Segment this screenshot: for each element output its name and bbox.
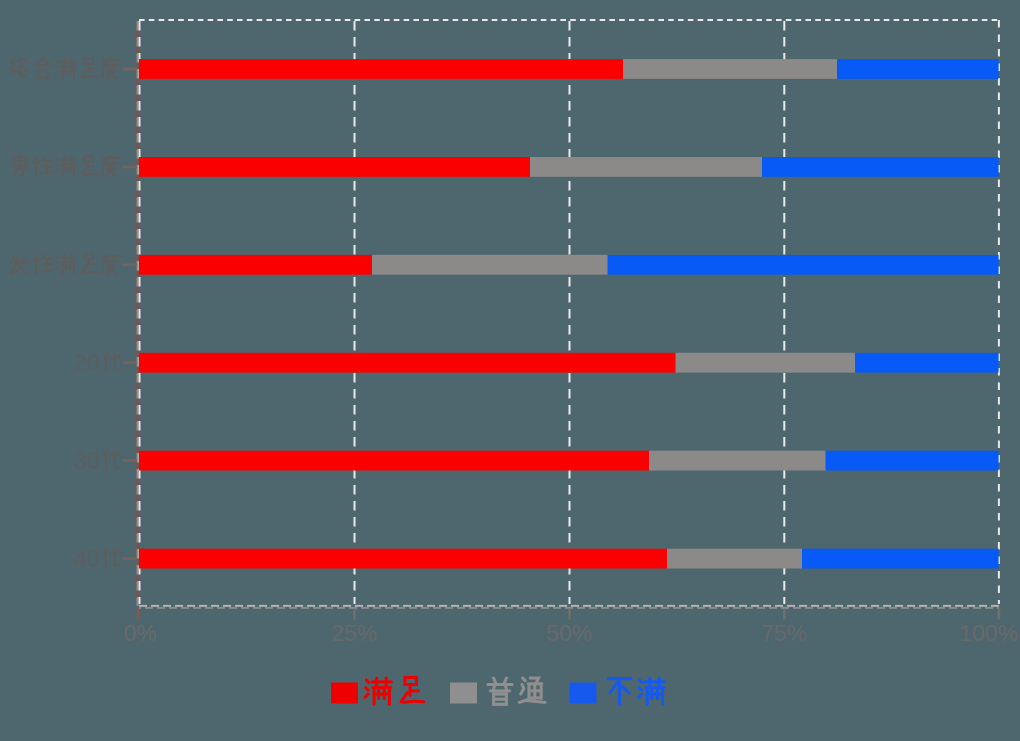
svg-text:50%: 50%: [546, 620, 592, 646]
svg-text:25%: 25%: [331, 620, 377, 646]
svg-text:100%: 100%: [960, 620, 1019, 646]
svg-text:20: 20: [74, 350, 100, 376]
svg-text:75%: 75%: [761, 620, 807, 646]
svg-text:0%: 0%: [124, 620, 157, 646]
svg-text:40: 40: [74, 546, 100, 572]
svg-text:30: 30: [74, 448, 100, 474]
